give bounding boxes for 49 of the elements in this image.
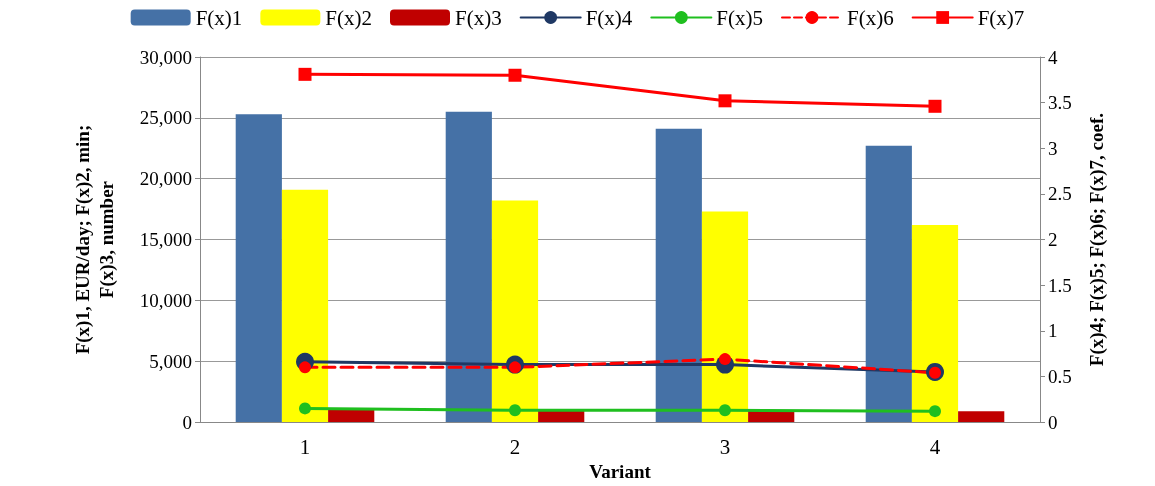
point bbox=[509, 404, 521, 417]
x-tick-label: 3 bbox=[719, 434, 731, 459]
y2-axis-title: F(x)4; F(x)5; F(x)6; F(x)7, coef. bbox=[1085, 112, 1108, 367]
bar bbox=[235, 114, 282, 423]
point bbox=[508, 68, 522, 82]
point bbox=[719, 404, 731, 417]
bar bbox=[701, 211, 749, 423]
bar bbox=[445, 111, 492, 423]
point bbox=[298, 67, 312, 81]
y-tick-label: 0 bbox=[182, 411, 192, 433]
y2-tick-label: 0.5 bbox=[1048, 365, 1072, 387]
legend-label: F(x)3 bbox=[455, 5, 502, 30]
legend-label: F(x)6 bbox=[847, 5, 894, 30]
legend-label: F(x)4 bbox=[585, 5, 633, 30]
y-tick-label: 20,000 bbox=[139, 168, 192, 190]
y-tick-label: 30,000 bbox=[139, 46, 192, 68]
point bbox=[718, 94, 732, 108]
point bbox=[299, 361, 311, 374]
x-tick-label: 2 bbox=[509, 434, 521, 459]
y-tick-label: 5,000 bbox=[149, 350, 192, 372]
legend-label: F(x)5 bbox=[716, 5, 763, 30]
y2-tick-label: 3 bbox=[1048, 137, 1058, 159]
y2-tick-label: 0 bbox=[1048, 411, 1058, 433]
bar bbox=[281, 189, 329, 423]
point bbox=[928, 99, 942, 113]
bar bbox=[328, 409, 375, 423]
y2-tick-label: 2 bbox=[1048, 229, 1058, 251]
bar bbox=[491, 200, 539, 423]
bar bbox=[655, 128, 702, 423]
bar bbox=[911, 224, 959, 423]
bar bbox=[958, 411, 1005, 423]
y-axis-title: F(x)1, EUR/day; F(x)2, min; F(x)3, number bbox=[71, 124, 118, 355]
point bbox=[299, 402, 311, 415]
x-tick-label: 1 bbox=[299, 434, 311, 459]
x-axis-title: Variant bbox=[589, 461, 652, 482]
y-tick-label: 25,000 bbox=[139, 107, 192, 129]
legend-label: F(x)2 bbox=[325, 5, 373, 30]
x-tick-label: 4 bbox=[929, 434, 941, 459]
y-tick-label: 10,000 bbox=[139, 289, 192, 311]
y2-tick-label: 3.5 bbox=[1048, 92, 1072, 114]
y2-tick-label: 1.5 bbox=[1048, 274, 1072, 296]
y-tick-label: 15,000 bbox=[139, 229, 192, 251]
legend-label: F(x)7 bbox=[977, 5, 1025, 30]
point bbox=[929, 405, 941, 418]
y2-tick-label: 1 bbox=[1048, 320, 1058, 342]
y2-tick-label: 2.5 bbox=[1048, 183, 1072, 205]
y2-tick-label: 4 bbox=[1048, 46, 1058, 68]
bar bbox=[865, 145, 912, 423]
legend-label: F(x)1 bbox=[195, 5, 243, 30]
